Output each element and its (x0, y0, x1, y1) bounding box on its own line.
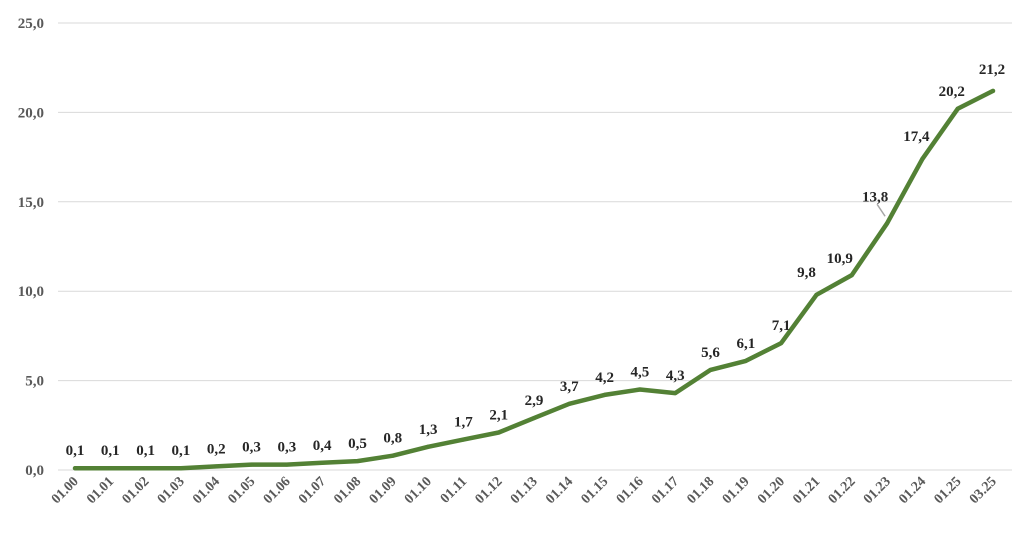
y-tick-label: 10,0 (18, 284, 44, 300)
y-axis: 0,0 5,0 10,0 15,0 20,0 25,0 (18, 16, 44, 479)
data-point (390, 453, 395, 458)
data-point (178, 466, 183, 471)
data-point (991, 88, 995, 93)
x-tick-label: 01.12 (473, 474, 506, 507)
data-point (743, 358, 748, 363)
data-point (779, 341, 784, 346)
x-tick-label: 01.13 (508, 474, 541, 507)
data-point (532, 416, 536, 421)
label-leader-line (876, 203, 886, 217)
data-point (885, 221, 890, 226)
data-point (849, 273, 854, 278)
data-label: 0,1 (136, 443, 155, 459)
series-line-group (72, 88, 996, 471)
data-label: 6,1 (736, 336, 755, 352)
data-point (814, 292, 819, 297)
data-point (355, 459, 360, 464)
data-point (143, 466, 148, 471)
data-label: 1,3 (419, 422, 438, 438)
x-tick-label: 01.10 (402, 474, 435, 507)
x-tick-label: 01.21 (790, 474, 823, 507)
x-tick-label: 01.03 (155, 474, 188, 507)
x-tick-label: 01.05 (225, 474, 258, 507)
x-tick-label: 01.23 (861, 474, 894, 507)
data-point (461, 437, 466, 442)
x-tick-label: 01.04 (190, 474, 223, 507)
x-tick-label: 01.00 (49, 474, 82, 507)
data-label: 0,1 (66, 443, 85, 459)
series-line (72, 88, 996, 471)
data-label: 5,6 (701, 345, 720, 361)
data-point (602, 392, 607, 397)
data-label: 0,2 (207, 441, 226, 457)
data-label: 10,9 (827, 251, 853, 267)
x-tick-label: 01.16 (614, 474, 647, 507)
x-tick-label: 03.25 (967, 474, 1000, 507)
data-label: 0,4 (313, 438, 332, 454)
data-point (955, 106, 960, 111)
data-label: 1,7 (454, 415, 473, 431)
x-tick-label: 01.20 (755, 474, 788, 507)
x-tick-label: 01.02 (120, 474, 153, 507)
data-label: 2,1 (489, 407, 508, 423)
data-point (637, 387, 642, 392)
x-tick-label: 01.07 (296, 474, 329, 507)
x-tick-label: 01.15 (579, 474, 612, 507)
y-tick-label: 20,0 (18, 105, 44, 121)
data-point (673, 391, 678, 396)
data-label: 4,2 (595, 370, 614, 386)
data-point (249, 462, 254, 467)
y-tick-label: 25,0 (18, 16, 44, 32)
x-tick-label: 01.24 (896, 474, 929, 507)
data-point (426, 444, 431, 449)
data-label: 7,1 (772, 318, 791, 334)
data-label: 3,7 (560, 379, 579, 395)
data-label: 9,8 (797, 265, 816, 281)
data-label: 0,3 (277, 440, 296, 456)
data-label: 13,8 (862, 189, 888, 205)
data-label: 21,2 (979, 62, 1005, 78)
x-tick-label: 01.14 (543, 474, 576, 507)
data-label: 4,3 (666, 368, 685, 384)
data-labels: 0,1 0,1 0,1 0,1 0,2 0,3 0,3 0,4 0,5 0,8 1,3 1,7 2,1 2… (66, 62, 1006, 459)
data-point (567, 401, 572, 406)
data-label: 0,1 (172, 443, 191, 459)
data-point (214, 464, 219, 469)
data-label: 20,2 (939, 84, 965, 100)
data-label: 2,9 (525, 393, 544, 409)
data-point (284, 462, 289, 467)
x-tick-label: 01.18 (684, 474, 717, 507)
y-tick-label: 15,0 (18, 195, 44, 211)
data-point (496, 430, 501, 435)
x-tick-label: 01.08 (331, 474, 364, 507)
x-axis: 01.00 01.01 01.02 01.03 01.04 01.05 01.06 01.07… (49, 474, 1000, 507)
data-label: 0,1 (101, 443, 120, 459)
x-tick-label: 01.01 (84, 474, 117, 507)
data-point (920, 156, 925, 161)
x-tick-label: 01.19 (720, 474, 753, 507)
x-tick-label: 01.25 (932, 474, 965, 507)
data-label: 0,5 (348, 436, 367, 452)
gridlines (58, 22, 1012, 471)
y-tick-label: 0,0 (25, 463, 44, 479)
x-tick-label: 01.17 (649, 474, 682, 507)
data-point (708, 367, 713, 372)
x-tick-label: 01.11 (438, 474, 470, 506)
data-label: 4,5 (631, 365, 650, 381)
y-tick-label: 5,0 (25, 374, 44, 390)
x-tick-label: 01.09 (367, 474, 400, 507)
data-label: 0,8 (383, 431, 402, 447)
x-tick-label: 01.06 (261, 474, 294, 507)
data-point (108, 466, 113, 471)
data-point (320, 460, 325, 465)
data-point (73, 466, 77, 471)
x-tick-label: 01.22 (826, 474, 859, 507)
data-label: 17,4 (903, 129, 930, 145)
data-label: 0,3 (242, 440, 261, 456)
